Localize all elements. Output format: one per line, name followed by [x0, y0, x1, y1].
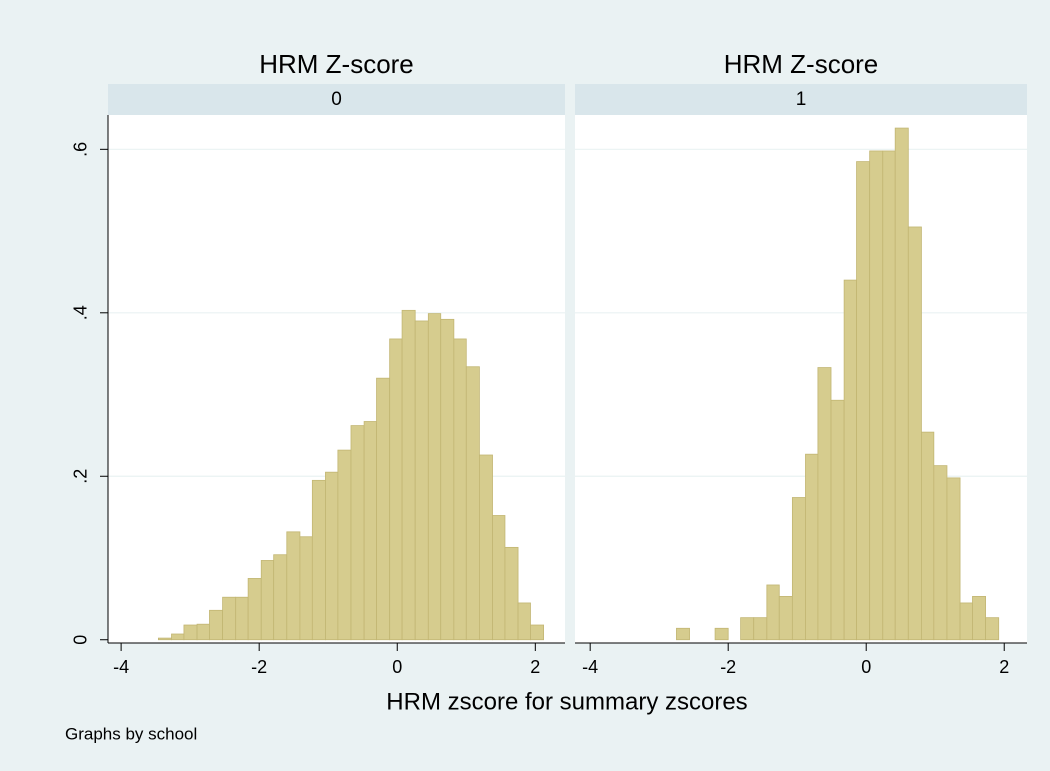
bar — [766, 584, 780, 641]
bar — [286, 531, 301, 641]
bar — [805, 453, 819, 641]
bar — [299, 536, 313, 641]
bar — [157, 637, 172, 641]
bar — [209, 609, 223, 641]
bar — [350, 425, 365, 641]
x-tick-label: -2 — [251, 657, 267, 677]
y-tick-label: 0 — [71, 635, 91, 645]
bar — [676, 627, 690, 641]
x-tick-label: -4 — [113, 657, 129, 677]
bar — [311, 479, 326, 641]
x-axis-label: HRM zscore for summary zscores — [386, 688, 747, 715]
bar — [389, 338, 403, 641]
bar — [492, 515, 506, 641]
strip — [575, 84, 1027, 115]
bar — [856, 161, 871, 641]
bar — [222, 596, 237, 641]
bar — [921, 431, 935, 641]
bar — [183, 624, 198, 641]
bar — [972, 596, 986, 641]
bar — [959, 602, 973, 641]
y-tick-label: .6 — [71, 142, 91, 157]
bar — [171, 633, 185, 641]
bar — [869, 150, 884, 641]
bar — [740, 617, 755, 641]
bar — [260, 560, 275, 641]
strip-label: 1 — [796, 89, 807, 110]
bar — [427, 313, 442, 641]
x-tick-label: 2 — [999, 657, 1009, 677]
bar — [894, 127, 909, 641]
panel-title: HRM Z-score — [259, 49, 414, 79]
x-tick-label: -4 — [582, 657, 598, 677]
bar — [453, 338, 467, 641]
bar — [504, 546, 519, 641]
bar — [791, 497, 806, 641]
bar — [530, 624, 544, 641]
bar — [933, 465, 948, 641]
bar — [376, 377, 391, 641]
bar — [325, 471, 339, 641]
bar — [235, 596, 249, 641]
strip — [108, 84, 565, 115]
bar — [778, 596, 793, 641]
bar — [337, 449, 352, 641]
x-tick-label: 2 — [530, 657, 540, 677]
bar — [465, 366, 480, 641]
bar — [517, 602, 531, 641]
y-tick-label: .2 — [71, 469, 91, 484]
bar — [753, 617, 768, 641]
bar — [714, 627, 729, 641]
x-tick-label: 0 — [392, 657, 402, 677]
bar — [273, 554, 288, 641]
x-tick-label: 0 — [861, 657, 871, 677]
note: Graphs by school — [65, 724, 197, 743]
bar — [830, 399, 845, 641]
panel-title: HRM Z-score — [724, 49, 879, 79]
bar — [907, 226, 922, 641]
y-tick-label: .4 — [71, 305, 91, 320]
bar — [401, 309, 416, 641]
strip-label: 0 — [331, 89, 342, 110]
bar — [817, 367, 832, 641]
bar — [478, 454, 493, 641]
bar — [247, 578, 262, 641]
bar — [196, 623, 210, 641]
bar — [440, 318, 455, 641]
bar — [363, 421, 377, 641]
bar — [882, 150, 896, 641]
bar — [946, 477, 961, 641]
bar — [414, 320, 429, 641]
x-tick-label: -2 — [720, 657, 736, 677]
bar — [843, 279, 857, 641]
bar — [985, 617, 1000, 641]
